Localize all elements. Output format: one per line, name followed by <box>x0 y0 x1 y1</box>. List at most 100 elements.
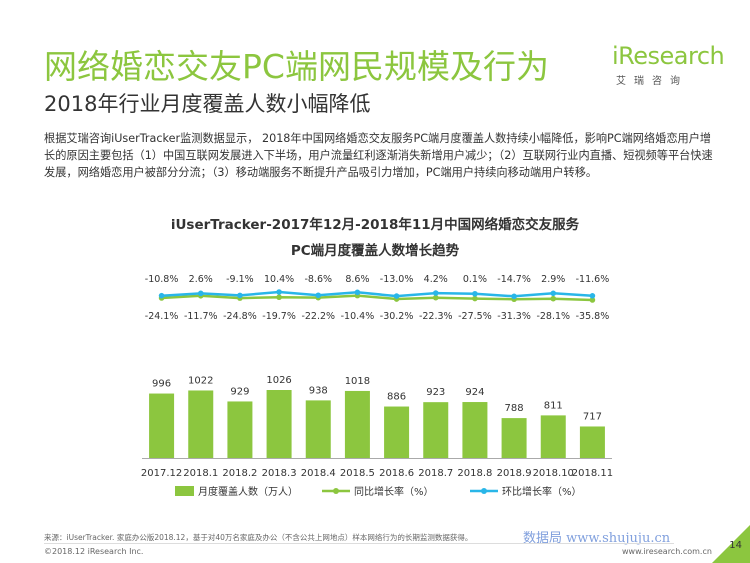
x-tick-2018.10: 2018.10 <box>533 468 574 479</box>
mom-label-2018.5: 8.6% <box>345 274 369 285</box>
mom-point-2018.1 <box>197 290 204 297</box>
mom-point-2018.3 <box>276 289 282 295</box>
line-mom <box>161 290 593 298</box>
logo-text: iResearch <box>612 42 725 70</box>
logo-subtext: 艾瑞咨询 <box>616 76 688 87</box>
bar-2018.5 <box>344 390 370 458</box>
mom-point-2018.6 <box>393 293 400 299</box>
source-note: 来源：iUserTracker. 家庭办公版2018.12，基于对40万名家庭及… <box>44 533 473 542</box>
footer-divider <box>44 543 674 544</box>
yoy-label-2018.11: -35.8% <box>576 311 610 322</box>
watermark: 数据局 www.shujuju.cn <box>523 531 671 546</box>
x-tick-2018.9: 2018.9 <box>497 468 532 479</box>
mom-point-2018.4 <box>315 292 322 299</box>
description-text: 根据艾瑞咨询iUserTracker监测数据显示， 2018年中国网络婚恋交友服… <box>44 132 713 179</box>
x-tick-2018.11: 2018.11 <box>572 468 613 479</box>
bar-label-2018.6: 886 <box>387 392 406 403</box>
mom-point-2018.2 <box>237 292 243 299</box>
bar-2018.8 <box>462 402 488 458</box>
corner-decoration <box>712 525 750 563</box>
bar-2018.9 <box>501 418 527 458</box>
mom-point-2018.10 <box>550 290 557 297</box>
legend-dot-mom <box>481 488 487 494</box>
yoy-label-2018.7: -22.3% <box>419 311 453 322</box>
legend-dot-yoy <box>333 488 339 494</box>
copyright: ©2018.12 iResearch Inc. <box>44 547 144 556</box>
yoy-label-2018.5: -10.4% <box>341 311 375 322</box>
x-tick-2018.7: 2018.7 <box>418 468 453 479</box>
iresearch-logo: iResearch 艾瑞咨询 <box>612 42 725 92</box>
yoy-point-2018.11 <box>589 297 596 303</box>
yoy-label-2018.10: -28.1% <box>536 311 570 322</box>
x-tick-2018.5: 2018.5 <box>340 468 375 479</box>
bar-label-2017.12: 996 <box>152 379 171 390</box>
mom-label-2017.12: -10.8% <box>145 274 179 285</box>
yoy-label-2018.9: -31.3% <box>497 311 531 322</box>
mom-point-2018.11 <box>589 293 596 299</box>
bar-label-2018.3: 1026 <box>266 375 291 386</box>
mom-label-2018.2: -9.1% <box>226 274 254 285</box>
line-yoy <box>161 294 593 302</box>
legend-label-mom: 环比增长率（%） <box>502 485 582 498</box>
mom-label-2018.10: 2.9% <box>541 274 565 285</box>
bar-label-2018.4: 938 <box>309 385 328 396</box>
bar-label-2018.8: 924 <box>465 387 484 398</box>
mom-point-2018.8 <box>472 290 478 297</box>
yoy-label-2018.8: -27.5% <box>458 311 492 322</box>
x-tick-2018.4: 2018.4 <box>301 468 336 479</box>
yoy-label-2018.6: -30.2% <box>380 311 414 322</box>
bar-2018.11 <box>579 426 605 458</box>
bar-2018.1 <box>188 390 214 458</box>
mom-point-2018.5 <box>354 289 361 296</box>
x-tick-2017.12: 2017.12 <box>141 468 182 479</box>
bar-2018.6 <box>384 406 410 458</box>
bar-label-2018.5: 1018 <box>345 376 370 387</box>
legend-swatch-bar <box>175 486 194 496</box>
page-title: 网络婚恋交友PC端网民规模及行为 <box>44 47 549 86</box>
yoy-point-2018.10 <box>550 295 557 302</box>
mom-label-2018.1: 2.6% <box>189 274 213 285</box>
yoy-point-2018.8 <box>472 295 478 302</box>
bar-2018.7 <box>423 402 449 458</box>
mom-label-2018.4: -8.6% <box>304 274 332 285</box>
mom-point-2018.9 <box>511 293 517 300</box>
website: www.iresearch.com.cn <box>622 547 712 556</box>
bar-2018.3 <box>266 390 292 458</box>
legend-label-bar: 月度覆盖人数（万人） <box>198 485 298 498</box>
chart-title-line2: PC端月度覆盖人数增长趋势 <box>290 243 460 259</box>
yoy-label-2017.12: -24.1% <box>145 311 179 322</box>
mom-point-2017.12 <box>158 292 165 299</box>
yoy-label-2018.2: -24.8% <box>223 311 257 322</box>
mom-label-2018.8: 0.1% <box>463 274 487 285</box>
mom-label-2018.11: -11.6% <box>576 274 610 285</box>
mom-label-2018.6: -13.0% <box>380 274 414 285</box>
x-tick-2018.3: 2018.3 <box>262 468 297 479</box>
bar-2018.10 <box>540 415 566 458</box>
bar-label-2018.9: 788 <box>505 403 524 414</box>
mom-label-2018.3: 10.4% <box>264 274 294 285</box>
x-tick-2018.1: 2018.1 <box>183 468 218 479</box>
x-tick-2018.8: 2018.8 <box>457 468 492 479</box>
page-number: 14 <box>729 540 742 551</box>
legend-label-yoy: 同比增长率（%） <box>354 485 434 498</box>
bar-2018.4 <box>305 400 331 458</box>
bar-label-2018.10: 811 <box>544 400 563 411</box>
yoy-point-2018.7 <box>432 294 439 301</box>
page-subtitle: 2018年行业月度覆盖人数小幅降低 <box>44 92 371 116</box>
yoy-label-2018.3: -19.7% <box>262 311 296 322</box>
bar-label-2018.2: 929 <box>230 386 249 397</box>
x-tick-2018.6: 2018.6 <box>379 468 414 479</box>
mom-label-2018.9: -14.7% <box>497 274 531 285</box>
yoy-label-2018.4: -22.2% <box>301 311 335 322</box>
mom-point-2018.7 <box>432 290 439 296</box>
chart-title-line1: iUserTracker-2017年12月-2018年11月中国网络婚恋交友服务 <box>170 217 580 233</box>
bar-label-2018.7: 923 <box>426 387 445 398</box>
yoy-label-2018.1: -11.7% <box>184 311 218 322</box>
bar-label-2018.1: 1022 <box>188 375 213 386</box>
bar-2017.12 <box>149 393 175 458</box>
bar-2018.2 <box>227 401 253 458</box>
yoy-point-2018.3 <box>276 294 282 301</box>
mom-label-2018.7: 4.2% <box>424 274 448 285</box>
bar-label-2018.11: 717 <box>583 411 602 422</box>
